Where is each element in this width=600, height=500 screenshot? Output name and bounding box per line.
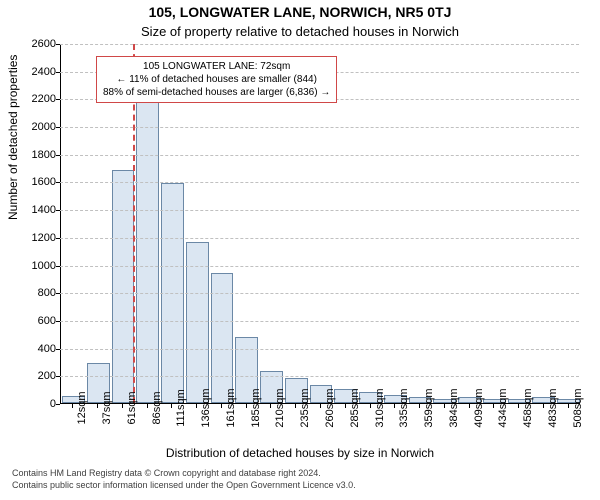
histogram-bar (136, 89, 159, 403)
xtick-label: 37sqm (101, 391, 113, 424)
xtick-label: 310sqm (374, 388, 386, 427)
xtick-label: 285sqm (349, 388, 361, 427)
ytick-mark (56, 182, 60, 183)
xtick-mark (196, 404, 197, 408)
xtick-mark (270, 404, 271, 408)
grid-line (60, 238, 579, 239)
page-subtitle: Size of property relative to detached ho… (0, 24, 600, 39)
ytick-mark (56, 349, 60, 350)
xtick-label: 12sqm (76, 391, 88, 424)
xtick-mark (345, 404, 346, 408)
xtick-label: 260sqm (324, 388, 336, 427)
ytick-label: 2600 (32, 38, 56, 50)
xtick-label: 61sqm (126, 391, 138, 424)
xtick-mark (419, 404, 420, 408)
ytick-mark (56, 266, 60, 267)
grid-line (60, 210, 579, 211)
xtick-mark (72, 404, 73, 408)
grid-line (60, 155, 579, 156)
ytick-label: 2200 (32, 93, 56, 105)
xtick-label: 136sqm (200, 388, 212, 427)
grid-line (60, 376, 579, 377)
xtick-mark (295, 404, 296, 408)
grid-line (60, 182, 579, 183)
ytick-label: 1600 (32, 176, 56, 188)
xtick-mark (122, 404, 123, 408)
ytick-mark (56, 321, 60, 322)
ytick-mark (56, 72, 60, 73)
xtick-label: 508sqm (572, 388, 584, 427)
xtick-label: 335sqm (398, 388, 410, 427)
annotation-line-2: ← 11% of detached houses are smaller (84… (103, 73, 330, 86)
xtick-mark (221, 404, 222, 408)
xtick-mark (171, 404, 172, 408)
ytick-label: 400 (38, 343, 56, 355)
xtick-mark (444, 404, 445, 408)
footer-copyright: Contains HM Land Registry data © Crown c… (12, 468, 356, 491)
xtick-label: 458sqm (522, 388, 534, 427)
xtick-mark (394, 404, 395, 408)
footer-line-2: Contains public sector information licen… (12, 480, 356, 492)
ytick-mark (56, 293, 60, 294)
ytick-label: 2400 (32, 66, 56, 78)
xtick-label: 185sqm (250, 388, 262, 427)
xtick-label: 384sqm (448, 388, 460, 427)
xtick-mark (370, 404, 371, 408)
xtick-label: 111sqm (175, 389, 187, 427)
xtick-label: 235sqm (299, 388, 311, 427)
xtick-label: 359sqm (423, 388, 435, 427)
ytick-label: 0 (50, 398, 56, 410)
xtick-label: 161sqm (225, 388, 237, 427)
grid-line (60, 44, 579, 45)
annotation-line-1: 105 LONGWATER LANE: 72sqm (103, 60, 330, 73)
ytick-mark (56, 155, 60, 156)
ytick-label: 600 (38, 315, 56, 327)
xtick-mark (493, 404, 494, 408)
xtick-mark (97, 404, 98, 408)
annotation-line-3: 88% of semi-detached houses are larger (… (103, 86, 330, 99)
xtick-mark (246, 404, 247, 408)
ytick-label: 200 (38, 370, 56, 382)
grid-line (60, 293, 579, 294)
page-title: 105, LONGWATER LANE, NORWICH, NR5 0TJ (0, 4, 600, 20)
ytick-mark (56, 376, 60, 377)
grid-line (60, 266, 579, 267)
xtick-mark (469, 404, 470, 408)
ytick-label: 1200 (32, 232, 56, 244)
xtick-label: 86sqm (151, 391, 163, 424)
grid-line (60, 349, 579, 350)
ytick-label: 1400 (32, 204, 56, 216)
ytick-mark (56, 44, 60, 45)
ytick-label: 1800 (32, 149, 56, 161)
annotation-box: 105 LONGWATER LANE: 72sqm ← 11% of detac… (96, 56, 337, 103)
xtick-label: 434sqm (497, 388, 509, 427)
xtick-mark (543, 404, 544, 408)
x-axis-label: Distribution of detached houses by size … (0, 446, 600, 460)
y-axis-label: Number of detached properties (6, 55, 20, 220)
xtick-mark (518, 404, 519, 408)
ytick-mark (56, 99, 60, 100)
xtick-label: 210sqm (274, 388, 286, 427)
xtick-label: 483sqm (547, 388, 559, 427)
xtick-mark (568, 404, 569, 408)
ytick-mark (56, 404, 60, 405)
ytick-mark (56, 127, 60, 128)
ytick-label: 2000 (32, 121, 56, 133)
ytick-label: 800 (38, 287, 56, 299)
xtick-mark (320, 404, 321, 408)
histogram-bar (112, 170, 135, 403)
ytick-mark (56, 210, 60, 211)
ytick-label: 1000 (32, 260, 56, 272)
xtick-label: 409sqm (473, 388, 485, 427)
ytick-mark (56, 238, 60, 239)
grid-line (60, 321, 579, 322)
grid-line (60, 127, 579, 128)
footer-line-1: Contains HM Land Registry data © Crown c… (12, 468, 356, 480)
xtick-mark (147, 404, 148, 408)
